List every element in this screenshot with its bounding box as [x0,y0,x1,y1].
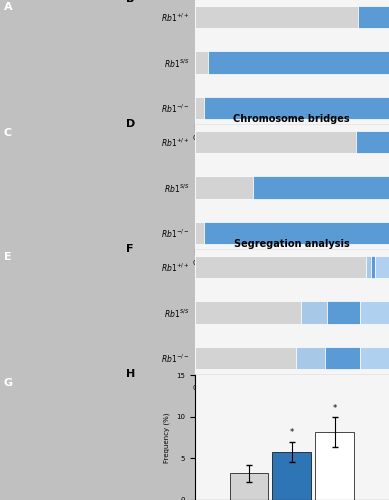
Text: *: * [333,404,336,412]
Bar [230,474,268,500]
Bar [194,346,296,370]
Bar [315,432,354,500]
Bar [356,130,389,154]
Bar [272,452,311,500]
Title: Chromosome bridges: Chromosome bridges [233,114,350,124]
Bar [194,130,356,154]
Bar [375,256,389,278]
Bar [204,222,389,244]
Text: H: H [126,369,136,379]
Bar [194,176,253,199]
Text: B: B [126,0,135,4]
Bar [371,256,375,278]
Bar [194,301,301,324]
Text: F: F [126,244,134,254]
Bar [208,51,389,74]
Bar [204,96,389,120]
Bar [194,256,366,278]
X-axis label: Frequency of mitotic cells (%): Frequency of mitotic cells (%) [240,396,344,403]
X-axis label: Frequency of mitotic cells (%): Frequency of mitotic cells (%) [240,272,344,278]
Bar [253,176,389,199]
Bar [327,301,360,324]
Text: A: A [4,2,12,12]
Text: D: D [126,118,136,128]
Bar [194,51,208,74]
Bar [194,6,358,28]
Text: E: E [4,252,12,262]
X-axis label: Frequency of mitotic cells (%): Frequency of mitotic cells (%) [240,146,344,153]
Bar [325,346,360,370]
Bar [360,301,389,324]
Text: *: * [290,428,294,438]
Bar [366,256,371,278]
Title: Segregation analysis: Segregation analysis [234,239,350,249]
Bar [194,222,204,244]
Text: C: C [4,128,12,138]
Text: G: G [4,378,13,388]
Bar [296,346,325,370]
Bar [301,301,327,324]
Y-axis label: Frequency (%): Frequency (%) [164,412,170,463]
Bar [360,346,389,370]
Bar [358,6,389,28]
Bar [194,96,204,120]
